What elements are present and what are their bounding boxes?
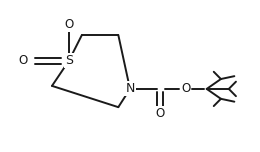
Text: O: O	[19, 54, 28, 67]
Text: S: S	[65, 54, 73, 67]
Text: N: N	[125, 82, 135, 95]
Text: O: O	[181, 82, 191, 95]
Text: O: O	[64, 18, 74, 31]
Text: O: O	[155, 107, 165, 120]
